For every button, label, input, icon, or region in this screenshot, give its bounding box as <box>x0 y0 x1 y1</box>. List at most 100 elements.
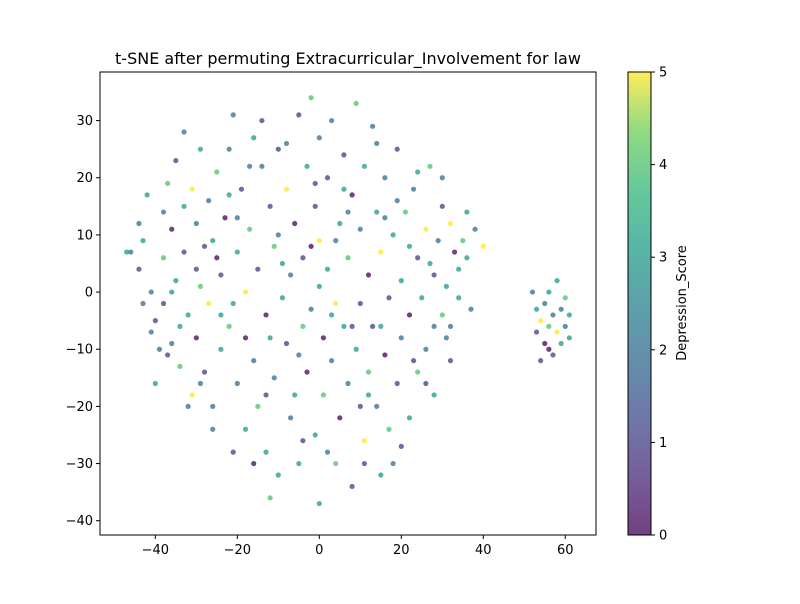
scatter-point <box>288 272 294 278</box>
colorbar-tick-label: 2 <box>659 343 667 358</box>
scatter-point <box>423 346 429 352</box>
scatter-point <box>140 238 146 244</box>
scatter-point <box>447 323 454 329</box>
scatter-point <box>435 238 441 244</box>
scatter-point <box>193 335 199 341</box>
scatter-point <box>210 403 216 409</box>
scatter-point <box>329 312 335 318</box>
scatter-point <box>427 163 433 169</box>
scatter-point <box>558 306 564 312</box>
scatter-point <box>562 323 568 329</box>
scatter-point <box>316 238 322 244</box>
scatter-point <box>242 335 249 341</box>
scatter-point <box>443 335 449 341</box>
scatter-point <box>341 323 347 329</box>
scatter-point <box>296 352 302 358</box>
scatter-point <box>390 232 396 238</box>
scatter-point <box>292 220 298 227</box>
scatter-point <box>234 380 240 387</box>
scatter-point <box>181 129 187 135</box>
scatter-point <box>160 255 167 261</box>
scatter-point <box>128 249 134 255</box>
scatter-point <box>173 157 179 164</box>
scatter-point <box>566 312 572 318</box>
scatter-point <box>562 295 568 301</box>
scatter-point <box>415 169 421 175</box>
scatter-point <box>267 203 273 209</box>
scatter-point <box>316 500 322 507</box>
scatter-point <box>566 335 572 341</box>
scatter-point <box>288 415 294 421</box>
scatter-point <box>423 380 429 387</box>
scatter-point <box>218 312 224 318</box>
x-tick-label: 0 <box>315 543 323 558</box>
scatter-point <box>345 380 351 387</box>
scatter-point <box>160 209 167 215</box>
scatter-point <box>189 392 195 398</box>
scatter-point <box>357 226 363 232</box>
scatter-point <box>312 180 318 187</box>
scatter-point <box>308 243 314 249</box>
scatter-point <box>144 192 150 198</box>
scatter-point <box>197 146 204 152</box>
scatter-point <box>378 249 384 255</box>
scatter-point <box>361 163 367 169</box>
scatter-point <box>300 323 306 329</box>
scatter-point <box>398 443 404 450</box>
y-tick-label: −30 <box>66 457 93 472</box>
scatter-point <box>550 352 556 358</box>
scatter-point <box>382 352 388 358</box>
scatter-point <box>226 192 232 198</box>
scatter-point <box>349 323 355 329</box>
y-tick-label: −40 <box>66 514 93 529</box>
scatter-point <box>210 426 216 432</box>
scatter-point <box>177 363 183 369</box>
scatter-point <box>353 100 359 107</box>
scatter-point <box>382 215 388 221</box>
scatter-point <box>345 209 351 215</box>
scatter-point <box>402 209 408 215</box>
scatter-point <box>218 346 224 352</box>
scatter-point <box>333 300 339 307</box>
scatter-point <box>259 117 265 124</box>
scatter-point <box>300 255 306 261</box>
scatter-point <box>349 483 355 490</box>
scatter-point <box>165 180 171 187</box>
scatter-point <box>247 163 253 169</box>
scatter-point <box>181 249 187 255</box>
scatter-point <box>247 226 253 232</box>
scatter-point <box>234 215 240 221</box>
scatter-point <box>148 289 154 295</box>
scatter-point <box>533 306 540 312</box>
scatter-point <box>546 323 552 329</box>
scatter-point <box>173 278 179 284</box>
scatter-point <box>443 283 449 289</box>
scatter-point <box>193 220 199 227</box>
axes-frame <box>99 71 597 536</box>
scatter-point <box>308 95 314 101</box>
scatter-point <box>365 369 372 375</box>
colorbar-tick-label: 4 <box>659 158 667 173</box>
y-tick-label: 0 <box>85 286 93 301</box>
scatter-point <box>308 306 314 312</box>
scatter-point <box>460 238 466 244</box>
scatter-point <box>230 449 236 455</box>
scatter-point <box>374 140 380 147</box>
scatter-point <box>558 340 564 347</box>
scatter-point <box>234 249 240 255</box>
scatter-point <box>329 358 335 364</box>
scatter-point <box>177 323 183 329</box>
colorbar: 0 1 2 3 4 5 Depression_Score <box>627 66 690 544</box>
scatter-point <box>361 460 367 467</box>
scatter-point <box>406 415 413 421</box>
scatter-point <box>333 238 339 244</box>
scatter-point <box>439 203 445 209</box>
scatter-point <box>156 346 163 352</box>
scatter-point <box>419 295 425 301</box>
scatter-point <box>365 272 372 278</box>
scatter-point <box>386 295 392 301</box>
x-tick-label: −20 <box>224 543 251 558</box>
scatter-point <box>206 300 212 307</box>
